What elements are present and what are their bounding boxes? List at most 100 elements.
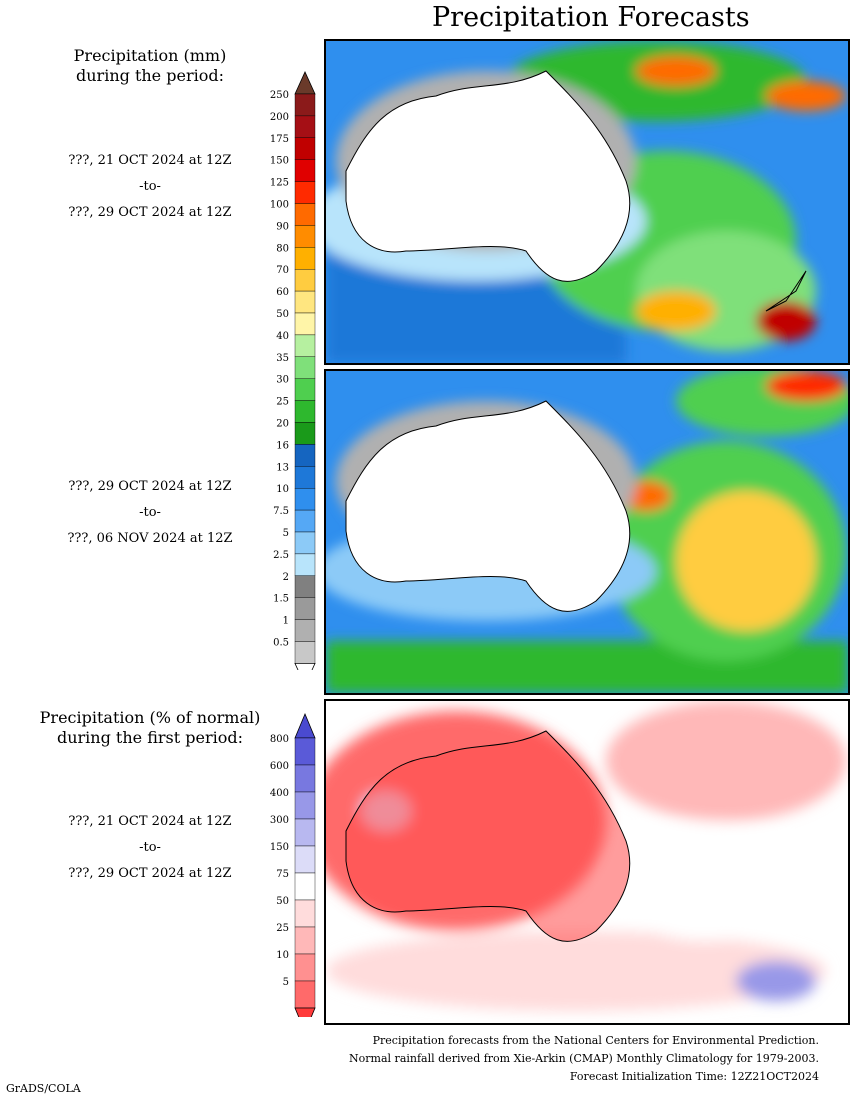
pct-colorbar-tick-label: 800 xyxy=(270,734,289,745)
precip-colorbar-swatch xyxy=(294,509,316,533)
precip-colorbar-tick-label: 50 xyxy=(276,309,289,320)
precip-colorbar-tick-label: 5 xyxy=(283,528,289,539)
precip-colorbar-top-cap xyxy=(294,71,316,95)
pct-colorbar-swatch xyxy=(294,980,316,1009)
precip-colorbar-swatch xyxy=(294,115,316,139)
pct-colorbar-swatch xyxy=(294,872,316,901)
precip-colorbar-tick-label: 25 xyxy=(276,397,289,408)
period-1-label: ???, 21 OCT 2024 at 12Z -to- ???, 29 OCT… xyxy=(40,153,260,231)
pct-colorbar-swatch xyxy=(294,953,316,982)
precip-heading: Precipitation (mm) during the period: xyxy=(73,46,227,85)
precip-colorbar-bottom-cap xyxy=(294,663,316,670)
precip-colorbar-swatch xyxy=(294,641,316,664)
precip-colorbar-tick-label: 30 xyxy=(276,375,289,386)
precip-colorbar-tick-label: 0.5 xyxy=(273,638,289,649)
precip-colorbar-swatch xyxy=(294,334,316,357)
pct-colorbar-swatch xyxy=(294,791,316,820)
precip-colorbar-swatch xyxy=(294,400,316,423)
pct-colorbar-tick-label: 25 xyxy=(276,923,289,934)
precip-colorbar-swatch xyxy=(294,575,316,598)
precip-colorbar-tick-label: 250 xyxy=(270,90,289,101)
precip-colorbar-tick-label: 16 xyxy=(276,440,289,451)
precip-colorbar-swatch xyxy=(294,619,316,642)
precip-colorbar-tick-label: 13 xyxy=(276,462,289,473)
pct-colorbar-tick-label: 10 xyxy=(276,950,289,961)
pct-colorbar-tick-label: 5 xyxy=(283,977,289,988)
pct-period-end: ???, 29 OCT 2024 at 12Z xyxy=(68,866,232,881)
precip-colorbar-swatch xyxy=(294,488,316,511)
footer-line-1: Precipitation forecasts from the Nationa… xyxy=(372,1034,819,1047)
precip-colorbar-swatch xyxy=(294,378,316,401)
precip-colorbar-tick-label: 35 xyxy=(276,353,289,364)
precip-colorbar-tick-label: 125 xyxy=(270,178,289,189)
page-title-text: Precipitation Forecasts xyxy=(432,2,750,33)
pct-colorbar-swatch xyxy=(294,899,316,928)
footer-notes: Precipitation forecasts from the Nationa… xyxy=(259,1032,819,1086)
pct-colorbar-tick-label: 400 xyxy=(270,788,289,799)
pct-map xyxy=(326,701,848,1023)
period-1-end: ???, 29 OCT 2024 at 12Z xyxy=(68,205,232,220)
precip-colorbar-tick-label: 70 xyxy=(276,265,289,276)
precip-colorbar-tick-label: 2.5 xyxy=(273,550,289,561)
pct-colorbar-top-cap xyxy=(294,712,316,739)
precip-colorbar-swatch xyxy=(294,137,316,160)
pct-colorbar: 800 600 400 300 150 75 50 25 10 5 xyxy=(270,712,316,1017)
pct-colorbar-swatch xyxy=(294,818,316,847)
pct-colorbar-swatch xyxy=(294,737,316,766)
footer-line-2: Normal rainfall derived from Xie-Arkin (… xyxy=(349,1052,819,1065)
precip-colorbar-swatch xyxy=(294,466,316,489)
map-panel-period-1 xyxy=(324,39,850,365)
precip-colorbar-swatch xyxy=(294,159,316,182)
precip-colorbar-swatch xyxy=(294,247,316,270)
map-panel-period-2 xyxy=(324,369,850,695)
pct-colorbar-swatch xyxy=(294,764,316,793)
period-2-label: ???, 29 OCT 2024 at 12Z -to- ???, 06 NOV… xyxy=(40,479,260,557)
precip-colorbar-tick-label: 40 xyxy=(276,331,289,342)
pct-colorbar-tick-label: 300 xyxy=(270,815,289,826)
precip-colorbar-tick-label: 7.5 xyxy=(273,506,289,517)
period-2-end: ???, 06 NOV 2024 at 12Z xyxy=(67,531,233,546)
precip-colorbar-swatch xyxy=(294,290,316,314)
precip-colorbar-tick-label: 200 xyxy=(270,112,289,123)
precip-colorbar-swatch xyxy=(294,531,316,555)
period-1-start: ???, 21 OCT 2024 at 12Z xyxy=(68,153,232,168)
footer-line-3: Forecast Initialization Time: 12Z21OCT20… xyxy=(569,1070,819,1083)
precip-colorbar-swatch xyxy=(294,93,316,117)
period-1-sep: -to- xyxy=(139,179,161,194)
pct-colorbar-swatch xyxy=(294,926,316,955)
precip-colorbar-tick-label: 90 xyxy=(276,221,289,232)
pct-colorbar-swatch xyxy=(294,845,316,874)
credit-label: GrADS/COLA xyxy=(6,1082,81,1095)
pct-colorbar-tick-label: 75 xyxy=(276,869,289,880)
pct-colorbar-tick-label: 600 xyxy=(270,761,289,772)
precip-colorbar-swatch xyxy=(294,225,316,248)
precip-colorbar-tick-label: 2 xyxy=(283,572,289,583)
precip-colorbar-swatch xyxy=(294,203,316,226)
precip-map-2 xyxy=(326,371,848,693)
pct-colorbar-bottom-cap xyxy=(294,1007,316,1017)
precip-colorbar-tick-label: 150 xyxy=(270,156,289,167)
precip-colorbar-tick-label: 20 xyxy=(276,419,289,430)
precip-colorbar-swatch xyxy=(294,444,316,467)
precip-colorbar-tick-label: 10 xyxy=(276,484,289,495)
map-panel-percent-normal xyxy=(324,699,850,1025)
pct-period-sep: -to- xyxy=(139,840,161,855)
pct-period-start: ???, 21 OCT 2024 at 12Z xyxy=(68,814,232,829)
precip-colorbar-swatch xyxy=(294,356,316,379)
period-2-start: ???, 29 OCT 2024 at 12Z xyxy=(68,479,232,494)
period-2-sep: -to- xyxy=(139,505,161,520)
precip-map-1 xyxy=(326,41,848,363)
precip-colorbar-tick-label: 80 xyxy=(276,243,289,254)
precip-colorbar-tick-label: 100 xyxy=(270,200,289,211)
precip-colorbar-tick-label: 175 xyxy=(270,134,289,145)
precip-colorbar: 2502001751501251009080706050403530252016… xyxy=(270,71,316,670)
precip-colorbar-tick-label: 1 xyxy=(283,616,289,627)
pct-period-label: ???, 21 OCT 2024 at 12Z -to- ???, 29 OCT… xyxy=(40,814,260,892)
pct-colorbar-tick-label: 150 xyxy=(270,842,289,853)
precip-colorbar-swatch xyxy=(294,553,316,576)
precip-colorbar-tick-label: 1.5 xyxy=(273,594,289,605)
pct-colorbar-tick-label: 50 xyxy=(276,896,289,907)
precip-colorbar-tick-label: 60 xyxy=(276,287,289,298)
precip-colorbar-swatch xyxy=(294,268,316,292)
precip-colorbar-swatch xyxy=(294,422,316,445)
